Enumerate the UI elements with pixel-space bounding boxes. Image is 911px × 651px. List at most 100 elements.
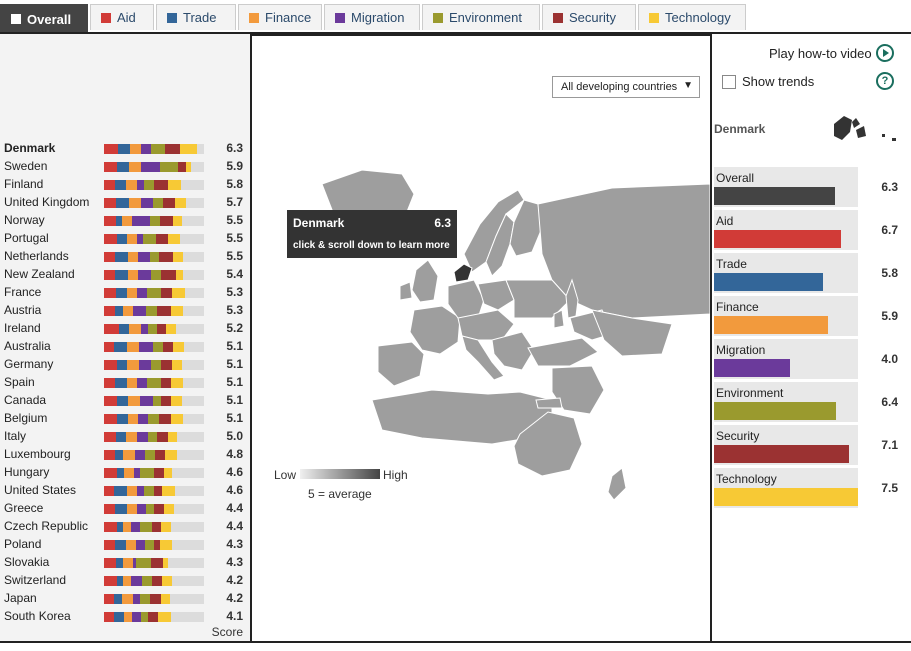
score-segment [136, 540, 145, 550]
score-segment [117, 234, 127, 244]
score-segment [168, 432, 177, 442]
score-segment [150, 252, 159, 262]
category-technology[interactable]: Technology [714, 468, 858, 508]
country-row[interactable]: France 5.3 [0, 284, 250, 302]
score-segment [116, 558, 123, 568]
score-segment [180, 144, 197, 154]
country-score: 5.4 [226, 267, 243, 281]
map-region-turkey [527, 337, 599, 367]
country-score: 5.2 [226, 321, 243, 335]
tab-finance[interactable]: Finance [238, 4, 322, 30]
score-segment [148, 612, 158, 622]
country-row[interactable]: Hungary 4.6 [0, 464, 250, 482]
tab-security[interactable]: Security [542, 4, 636, 30]
category-bar [714, 187, 835, 205]
country-row[interactable]: Ireland 5.2 [0, 320, 250, 338]
tab-environment[interactable]: Environment [422, 4, 540, 30]
score-bar [104, 450, 204, 460]
country-row[interactable]: Norway 5.5 [0, 212, 250, 230]
tab-migration[interactable]: Migration [324, 4, 420, 30]
country-row[interactable]: Luxembourg 4.8 [0, 446, 250, 464]
score-bar [104, 288, 204, 298]
map-region-italy [461, 335, 505, 381]
tab-trade[interactable]: Trade [156, 4, 236, 30]
tab-technology[interactable]: Technology [638, 4, 746, 30]
score-segment [157, 324, 166, 334]
category-security[interactable]: Security [714, 425, 858, 465]
country-name: New Zealand [4, 267, 75, 281]
map-svg[interactable] [252, 104, 711, 641]
score-bar [104, 486, 204, 496]
score-bar [104, 558, 204, 568]
category-label: Overall [716, 171, 755, 185]
score-segment [104, 540, 115, 550]
country-row[interactable]: New Zealand 5.4 [0, 266, 250, 284]
country-score: 4.8 [226, 447, 243, 461]
country-row[interactable]: Italy 5.0 [0, 428, 250, 446]
tab-label: Migration [351, 10, 405, 25]
country-row[interactable]: Portugal 5.5 [0, 230, 250, 248]
country-row[interactable]: Australia 5.1 [0, 338, 250, 356]
score-segment [154, 486, 162, 496]
score-segment [164, 504, 174, 514]
category-environment[interactable]: Environment [714, 382, 858, 422]
category-aid[interactable]: Aid [714, 210, 858, 250]
category-finance[interactable]: Finance [714, 296, 858, 336]
play-video-link[interactable]: Play how-to video [769, 46, 872, 61]
score-segment [148, 324, 157, 334]
category-label: Environment [716, 386, 784, 400]
country-row[interactable]: Slovakia 4.3 [0, 554, 250, 572]
score-segment [161, 378, 171, 388]
score-segment [161, 360, 172, 370]
country-row[interactable]: Greece 4.4 [0, 500, 250, 518]
score-segment [160, 216, 173, 226]
category-migration[interactable]: Migration [714, 339, 858, 379]
category-label: Technology [716, 472, 777, 486]
map-region-papua [535, 397, 563, 409]
country-score: 5.7 [226, 195, 243, 209]
score-segment [123, 576, 131, 586]
country-row[interactable]: Czech Republic 4.4 [0, 518, 250, 536]
score-segment [124, 612, 132, 622]
country-row[interactable]: Denmark 6.3 [0, 140, 250, 158]
score-segment [165, 144, 180, 154]
map-region-balkans [491, 331, 535, 371]
category-overall[interactable]: Overall [714, 167, 858, 207]
tab-overall[interactable]: Overall [0, 4, 88, 33]
score-segment [123, 522, 131, 532]
show-trends-checkbox[interactable] [722, 75, 736, 89]
play-icon[interactable] [876, 44, 894, 62]
country-row[interactable]: Japan 4.2 [0, 590, 250, 608]
country-row[interactable]: Switzerland 4.2 [0, 572, 250, 590]
country-row[interactable]: South Korea 4.1 [0, 608, 250, 626]
country-row[interactable]: United Kingdom 5.7 [0, 194, 250, 212]
country-name: Belgium [4, 411, 48, 425]
country-row[interactable]: Canada 5.1 [0, 392, 250, 410]
help-icon[interactable]: ? [876, 72, 894, 90]
country-row[interactable]: Spain 5.1 [0, 374, 250, 392]
country-score: 5.1 [226, 375, 243, 389]
score-segment [114, 342, 127, 352]
score-segment [127, 288, 137, 298]
region-select[interactable]: All developing countries ▼ [552, 76, 700, 98]
score-segment [160, 162, 178, 172]
score-bar [104, 378, 204, 388]
score-segment [160, 540, 172, 550]
world-map[interactable]: Low High 5 = average Denmark 6.3 click &… [252, 104, 711, 641]
country-row[interactable]: Netherlands 5.5 [0, 248, 250, 266]
score-bar [104, 342, 204, 352]
tab-aid[interactable]: Aid [90, 4, 154, 30]
country-row[interactable]: Sweden 5.9 [0, 158, 250, 176]
country-row[interactable]: Germany 5.1 [0, 356, 250, 374]
tab-swatch-icon [433, 12, 443, 23]
country-row[interactable]: Austria 5.3 [0, 302, 250, 320]
score-segment [176, 270, 183, 280]
category-trade[interactable]: Trade [714, 253, 858, 293]
map-region-new-zealand [607, 467, 627, 501]
country-row[interactable]: United States 4.6 [0, 482, 250, 500]
score-segment [163, 198, 175, 208]
country-row[interactable]: Finland 5.8 [0, 176, 250, 194]
country-row[interactable]: Poland 4.3 [0, 536, 250, 554]
score-segment [116, 432, 126, 442]
country-row[interactable]: Belgium 5.1 [0, 410, 250, 428]
